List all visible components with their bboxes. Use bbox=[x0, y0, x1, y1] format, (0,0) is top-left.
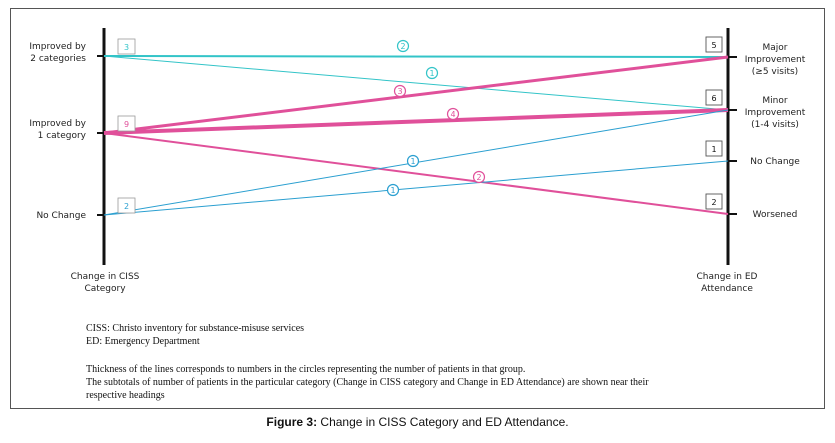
right-label-minor: Improvement bbox=[745, 108, 806, 118]
note-ed: ED: Emergency Department bbox=[86, 336, 200, 347]
flow-line-imp1-worse bbox=[103, 132, 729, 215]
abbreviation-notes: CISS: Christo inventory for substance-mi… bbox=[86, 322, 304, 348]
note-subtotals-cont: respective headings bbox=[86, 390, 165, 401]
count-label-imp1-worse: 2 bbox=[476, 173, 481, 182]
right-axis-title: Change in ED bbox=[696, 272, 757, 282]
right-subtotal-box-worse bbox=[705, 193, 723, 210]
flow-line-imp1-major bbox=[103, 55, 729, 135]
left-subtotal-box-imp1 bbox=[117, 115, 136, 132]
right-subtotal-major: 5 bbox=[711, 41, 716, 50]
count-label-imp1-minor: 4 bbox=[450, 110, 455, 119]
left-subtotal-nochg: 2 bbox=[124, 202, 129, 211]
figure-caption: Figure 3: Change in CISS Category and ED… bbox=[0, 415, 835, 429]
caption-label: Figure 3: bbox=[266, 415, 318, 429]
right-label-minor: Minor bbox=[762, 96, 787, 106]
flow-line-imp2-major bbox=[103, 55, 729, 58]
left-subtotal-box-nochg bbox=[117, 197, 136, 214]
right-subtotal-box-major bbox=[705, 36, 723, 53]
count-circle-imp1-minor bbox=[446, 107, 460, 121]
count-label-imp2-major: 2 bbox=[400, 42, 405, 51]
left-subtotal-imp1: 9 bbox=[124, 120, 129, 129]
right-label-major: Improvement bbox=[745, 55, 806, 65]
left-label-imp2: Improved by bbox=[29, 42, 86, 52]
count-label-nochg-nochange: 1 bbox=[390, 186, 395, 195]
count-label-imp1-major: 3 bbox=[397, 87, 402, 96]
flow-diagram: 2 1 3 4 2 1 1 3 Improved by 2 categories 9 Improved… bbox=[29, 28, 806, 294]
right-label-minor: (1-4 visits) bbox=[751, 120, 799, 130]
count-circle-nochg-minor bbox=[406, 154, 420, 168]
figure-frame bbox=[10, 8, 825, 409]
count-circle-imp1-worse bbox=[472, 170, 486, 184]
flow-line-imp1-minor bbox=[103, 108, 729, 135]
right-subtotal-box-minor bbox=[705, 89, 723, 106]
flow-line-nochg-nochange bbox=[103, 160, 729, 216]
left-axis-title: Change in CISS bbox=[71, 272, 140, 282]
count-circle-imp2-major bbox=[396, 39, 410, 53]
left-label-imp1: 1 category bbox=[38, 131, 87, 141]
left-subtotal-box-imp2 bbox=[117, 38, 136, 55]
right-label-worse: Worsened bbox=[753, 210, 798, 220]
right-label-nochange: No Change bbox=[750, 157, 800, 167]
count-circle-imp2-minor bbox=[425, 66, 439, 80]
right-axis-title: Attendance bbox=[701, 284, 753, 294]
left-subtotal-imp2: 3 bbox=[124, 43, 129, 52]
left-label-nochg: No Change bbox=[36, 211, 86, 221]
right-subtotal-minor: 6 bbox=[711, 94, 716, 103]
count-circle-nochg-nochange bbox=[386, 183, 400, 197]
count-circle-imp1-major bbox=[393, 84, 407, 98]
flow-lines bbox=[103, 55, 729, 216]
explanation-notes: Thickness of the lines corresponds to nu… bbox=[86, 363, 649, 402]
left-label-imp2: 2 categories bbox=[30, 54, 86, 64]
right-label-major: Major bbox=[763, 43, 788, 53]
note-ciss: CISS: Christo inventory for substance-mi… bbox=[86, 323, 305, 334]
note-subtotals: The subtotals of number of patients in t… bbox=[86, 377, 649, 388]
right-subtotal-worse: 2 bbox=[711, 198, 716, 207]
caption-text: Change in CISS Category and ED Attendanc… bbox=[320, 415, 569, 429]
right-label-major: (≥5 visits) bbox=[752, 67, 798, 77]
right-subtotal-nochange: 1 bbox=[711, 145, 716, 154]
count-label-imp2-minor: 1 bbox=[429, 69, 434, 78]
left-axis-title: Category bbox=[84, 284, 126, 294]
right-subtotal-box-nochange bbox=[705, 140, 723, 157]
note-thickness: Thickness of the lines corresponds to nu… bbox=[86, 364, 526, 375]
left-label-imp1: Improved by bbox=[29, 119, 86, 129]
count-label-nochg-minor: 1 bbox=[410, 157, 415, 166]
flow-line-imp2-minor bbox=[103, 55, 729, 111]
